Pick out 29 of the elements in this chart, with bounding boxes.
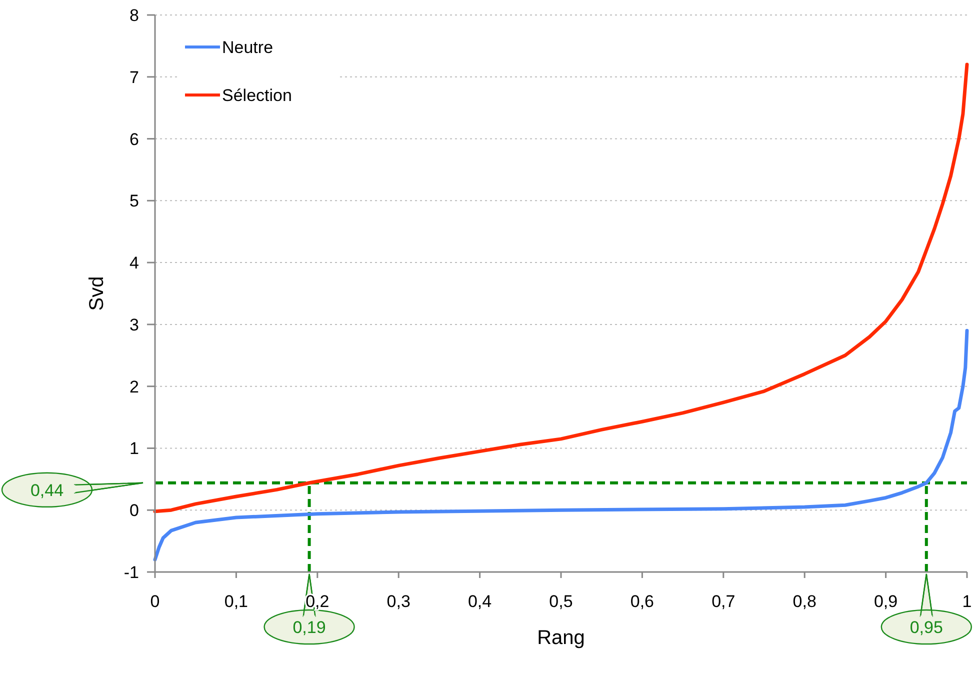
x-tick-label: 0,8 [792,592,816,611]
x-tick-label: 0,5 [549,592,573,611]
x-tick-label: 0,6 [630,592,654,611]
line-series [153,328,969,562]
ref-line-label: 0,44 [30,480,64,500]
y-tick-label: 7 [130,68,139,87]
y-tick-label: 5 [130,192,139,211]
y-tick-label: -1 [124,563,139,582]
y-axis-title: Svd [86,276,108,311]
ref-line-label: 0,95 [910,618,943,637]
x-tick-label: 1 [962,592,972,611]
x-tick-label: 0 [150,592,160,611]
y-tick-label: 4 [130,254,139,273]
y-tick-label: 6 [130,130,139,149]
x-axis-title: Rang [537,627,585,649]
x-tick-label: 0,4 [468,592,492,611]
x-tick-label: 0,9 [874,592,898,611]
x-tick-label: 0,1 [224,592,248,611]
y-tick-label: 2 [130,377,139,396]
y-tick-label: 0 [130,501,139,520]
x-tick-label: 0,7 [712,592,736,611]
legend-label: Neutre [222,38,274,57]
y-tick-label: 1 [130,439,139,458]
ref-line-label: 0,19 [292,618,326,637]
line-series [153,62,969,514]
y-tick-label: 3 [130,315,139,334]
x-tick-label: 0,3 [386,592,410,611]
legend-label: Sélection [222,86,292,105]
y-tick-label: 8 [130,6,139,25]
